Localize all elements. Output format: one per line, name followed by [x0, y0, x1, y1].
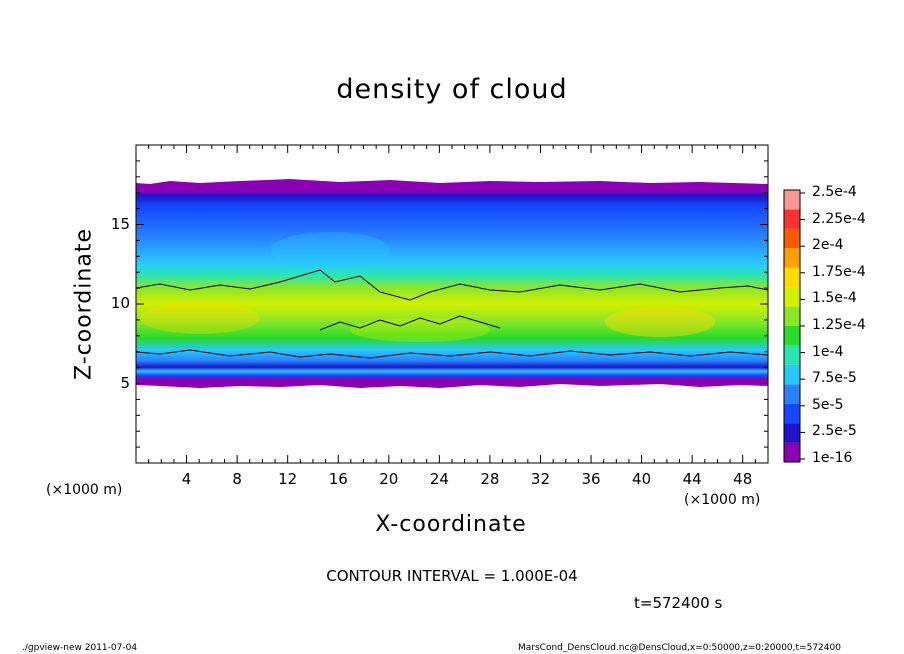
colorbar-label: 1.75e-4 — [812, 263, 866, 280]
colorbar-swatch — [784, 442, 800, 462]
y-tick-label: 15 — [110, 214, 130, 233]
x-tick-label: 28 — [480, 470, 500, 488]
x-axis-label: X-coordinate — [375, 512, 527, 537]
x-unit-label: (×1000 m) — [684, 492, 761, 508]
x-tick-label: 32 — [530, 470, 551, 488]
colorbar-label: 1e-16 — [812, 450, 853, 466]
colorbar-label: 2.25e-4 — [812, 210, 866, 227]
x-tick-label: 24 — [429, 470, 449, 488]
colorbar-swatch — [784, 403, 800, 424]
x-tick-label: 44 — [682, 470, 702, 488]
colorbar-label: 2.5e-5 — [812, 423, 857, 440]
contour-lines — [135, 269, 769, 359]
colorbar-swatch — [784, 228, 800, 249]
x-axis-ticks — [148, 145, 756, 463]
footer-right: MarsCond_DensCloud.nc@DensCloud,x=0:5000… — [518, 643, 841, 653]
colorbar-swatch — [784, 423, 800, 443]
colorbar-label: 7.5e-5 — [812, 370, 857, 387]
x-tick-label: 36 — [581, 470, 601, 488]
colorbar-swatch — [784, 384, 800, 404]
chart-title: density of cloud — [336, 74, 568, 105]
colorbar-label: 1e-4 — [812, 343, 844, 360]
x-tick-label: 16 — [328, 470, 348, 488]
y-unit-label: (×1000 m) — [46, 482, 123, 498]
time-label: t=572400 s — [634, 594, 723, 612]
y-axis-ticks — [136, 160, 768, 448]
x-tick-label: 4 — [181, 470, 192, 488]
heatmap-band — [136, 179, 768, 388]
colorbar-swatch — [784, 364, 800, 385]
colorbar-swatch — [784, 287, 800, 307]
colorbar-swatch — [784, 267, 800, 288]
colorbar-swatch — [784, 248, 800, 268]
contour-interval-text: CONTOUR INTERVAL = 1.000E-04 — [326, 567, 578, 585]
colorbar-swatch — [784, 345, 800, 365]
colorbar-label: 1.25e-4 — [812, 317, 866, 333]
y-tick-label: 10 — [110, 294, 130, 312]
colorbar-swatch — [784, 306, 800, 326]
x-tick-label: 48 — [733, 470, 753, 488]
y-axis-label: Z-coordinate — [71, 228, 97, 380]
colorbar-swatch — [784, 190, 800, 210]
x-tick-label: 12 — [278, 470, 298, 488]
colorbar-swatch — [784, 209, 800, 229]
x-tick-label: 20 — [379, 470, 399, 488]
colorbar-label: 5e-5 — [812, 396, 844, 413]
colorbar-label: 1.5e-4 — [812, 290, 857, 307]
colorbar-label: 2.5e-4 — [812, 184, 857, 200]
colorbar — [783, 189, 805, 463]
x-tick-label: 40 — [632, 470, 652, 488]
footer-left: ./gpview-new 2011-07-04 — [22, 643, 138, 653]
colorbar-swatch — [784, 326, 800, 346]
y-tick-label: 5 — [120, 373, 130, 392]
colorbar-label: 2e-4 — [812, 237, 844, 254]
x-tick-label: 8 — [232, 470, 242, 488]
